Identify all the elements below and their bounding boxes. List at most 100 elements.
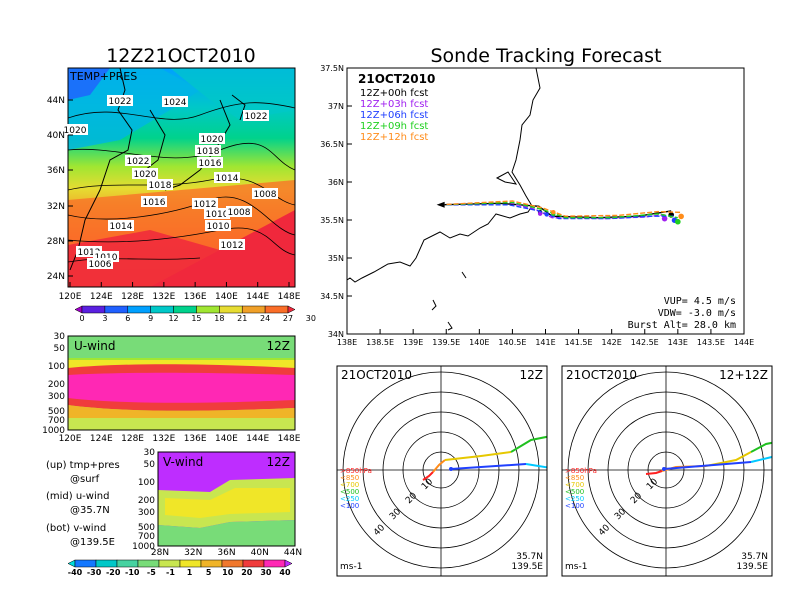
windbar-tick-label: -30 [87,568,102,577]
tempbar-tick-label: 18 [214,314,224,323]
tempbar-cell [196,305,220,314]
track-burst-marker [544,212,549,217]
hodo-lon: 139.5E [512,562,544,572]
contour-label: 1016 [199,159,222,169]
u-wind-label: U-wind [74,339,115,353]
contour-label: 1024 [164,98,187,108]
contour-label-bg [87,258,113,269]
contour-label: 1008 [254,190,277,200]
contour-label-bg [125,155,151,166]
map-y-tick-label: 40N [47,131,65,141]
tempbar-tick-label: 9 [148,314,153,323]
map-x-tick-label: 120E [59,292,82,302]
track-y-tick-label: 37.5N [320,64,344,73]
windbar-cell [95,559,118,568]
contour-label-bg [93,251,119,262]
contour-label-bg [226,206,252,217]
map-contour-labels: 1022 102410221020102010221018102010161018… [62,95,278,270]
wind-colorbar: -40 -30 -20 -10 -5 -1 1 5 10 20 30 40 [67,559,293,577]
v-wind-time: 12Z [267,455,291,469]
windbar-tick-label: 5 [206,568,212,577]
windbar-tick-label: -5 [147,568,156,577]
v-wind-x-tick-label: 32N [184,548,202,558]
windbar-tick-label: -10 [125,568,140,577]
hodo-point [449,467,453,471]
map-x-tick-label: 128E [121,292,144,302]
contour-label-bg [141,196,167,207]
hodo-frame [336,365,548,577]
v-wind-label: V-wind [163,455,203,469]
track-end-marker [678,213,684,220]
contour-label: 1020 [134,170,157,180]
v-wind-x-tick-label: 28N [151,548,169,558]
contour-label: 1014 [216,174,239,184]
map-y-ticks: 44N 40N 36N 32N 28N 24N [47,96,73,282]
track-x-tick-label: 142.5E [631,338,659,347]
map-x-tick-label: 132E [152,292,175,302]
contour-label-bg [132,168,158,179]
u-wind-x-tick-label: 124E [90,434,113,444]
windbar-cell [242,559,265,568]
track-x-ticks: 138E 138.5E 139E 139.5E 140E 140.5E 141E 141.5E… [337,329,754,347]
hodo-trace [645,470,663,475]
u-wind-x-tick-label: 140E [215,434,238,444]
hodo-point [662,467,666,471]
hodo-level-legend: <500 [340,488,359,496]
tempbar-cell [127,305,151,314]
v-wind-y-tick-label: 300 [138,508,155,518]
contour-label-bg [219,239,245,250]
contour-label: 1016 [143,198,166,208]
track-y-tick-label: 35.5N [320,216,344,225]
contour-label: 1020 [201,135,224,145]
contour-label-bg [252,188,278,199]
track-date: 21OCT2010 [358,72,435,86]
contour-label-bg [192,198,218,209]
track-y-tick-label: 35N [328,254,344,263]
hodo-lon: 139.5E [737,562,769,572]
contour-label: 1010 [206,210,229,220]
contour-label-bg [214,172,240,183]
v-wind-section: V-wind 12Z 28N 32N 36N 40N 44N 30 50 100 200 300… [132,448,302,558]
tempbar-tick-label: 24 [260,314,270,323]
track-end-marker [661,215,668,222]
hodo-level-legend: >850hPa [340,467,372,475]
hodo-units: ms-1 [340,562,362,572]
map-x-tick-label: 136E [184,292,207,302]
hodo-frame [561,365,773,577]
windbar-cell [200,559,223,568]
tempbar-tick-label: 15 [191,314,201,323]
map-y-tick-label: 36N [47,166,65,176]
hodo-level-legend: <850 [340,474,359,482]
v-wind-y-tick-label: 700 [138,532,155,542]
u-wind-y-tick-label: 50 [54,344,66,354]
track-y-tick-label: 36N [328,178,344,187]
hodo-lat: 35.7N [741,552,768,562]
track-x-tick-label: 144E [734,338,754,347]
track-x-tick-label: 138E [337,338,357,347]
hodo-trace [422,471,434,481]
hodo-time: 12Z [520,368,544,382]
track-legend-item: 12Z+00h fcst [360,88,428,99]
windbar-tick-label: -40 [68,568,83,577]
hodo-level-legend: <100 [565,502,584,510]
track-line [439,200,682,217]
u-wind-section: U-wind 12Z 120E 124E 128E 132E 136E 140E 144E 1… [42,332,301,444]
hodo-level-legend: <700 [340,481,359,489]
tempbar-tick-label: 30 [306,314,316,323]
v-wind-y-tick-label: 500 [138,523,155,533]
contour-label-bg [162,96,188,107]
track-x-tick-label: 140E [469,338,489,347]
windbar-cell [221,559,244,568]
contour-label-bg [204,208,230,219]
u-wind-x-tick-label: 144E [246,434,269,444]
track-vdw: VDW= -3.0 m/s [658,308,736,319]
v-wind-x-ticks: 28N 32N 36N 40N 44N [151,548,302,558]
panel-notes: (up) tmp+pres @surf (mid) u-wind @35.7N … [46,460,120,548]
contour-label: 1022 [245,112,268,122]
contour-label: 1012 [78,248,101,258]
u-wind-x-ticks: 120E 124E 128E 132E 136E 140E 144E 148E [59,434,301,444]
launch-marker [436,201,445,208]
